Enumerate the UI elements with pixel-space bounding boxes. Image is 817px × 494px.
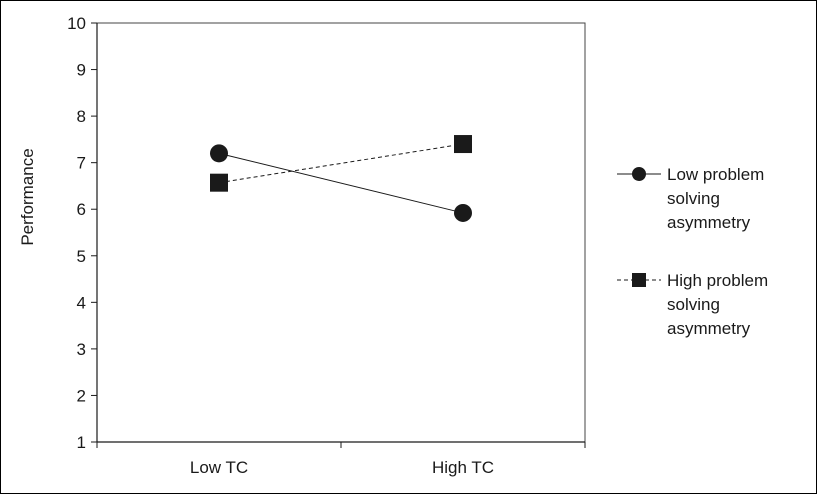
data-point-square	[210, 173, 228, 192]
data-point-square	[454, 135, 472, 154]
axes	[96, 22, 586, 443]
y-tick-label: 5	[77, 247, 86, 266]
legend-label: Low problem	[667, 165, 764, 184]
y-tick-label: 3	[77, 340, 86, 359]
y-tick-label: 4	[77, 293, 86, 312]
x-tick-label: High TC	[432, 458, 494, 477]
legend-label: asymmetry	[667, 319, 751, 338]
legend-marker-square	[632, 273, 646, 287]
y-tick-label: 1	[77, 433, 86, 452]
legend-label: solving	[667, 295, 720, 314]
y-axis-ticks: 1 2 3 4 5 6 7 8 9 10	[67, 14, 97, 452]
y-tick-label: 7	[77, 154, 86, 173]
y-tick-label: 6	[77, 200, 86, 219]
y-tick-label: 10	[67, 14, 86, 33]
legend-item-1: Low problem solving asymmetry	[617, 165, 764, 232]
series-line	[218, 152, 464, 214]
legend-item-2: High problem solving asymmetry	[617, 271, 768, 338]
legend-label: High problem	[667, 271, 768, 290]
x-axis-ticks: Low TC High TC	[96, 442, 586, 477]
y-axis-label: Performance	[18, 148, 37, 245]
series-2	[210, 135, 472, 192]
legend-label: asymmetry	[667, 213, 751, 232]
x-tick-label: Low TC	[190, 458, 248, 477]
series-1	[210, 144, 472, 222]
y-tick-label: 9	[77, 61, 86, 80]
data-point-circle	[454, 203, 472, 222]
series-line	[218, 143, 464, 184]
legend-marker-circle	[632, 167, 646, 181]
series-layer	[210, 135, 472, 222]
legend: Low problem solving asymmetry High problem s…	[617, 165, 768, 338]
legend-label: solving	[667, 189, 720, 208]
plot-area-border	[96, 22, 586, 443]
y-tick-label: 2	[77, 386, 86, 405]
data-point-circle	[210, 144, 228, 163]
y-tick-label: 8	[77, 107, 86, 126]
